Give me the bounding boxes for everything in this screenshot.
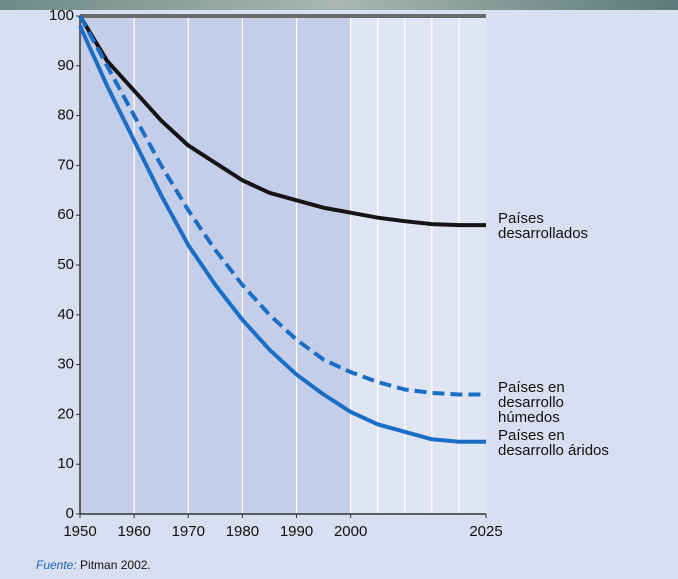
- y-tick-label: 20: [57, 405, 74, 422]
- source: Pitman 2002.: [80, 558, 151, 572]
- page: 0 10 20 30 40 50 60 70 80 90 100 1950 1960 1970 1980 19…: [0, 0, 678, 579]
- y-tick-label: 60: [57, 206, 74, 223]
- series-label: Países en desarrollo húmedos: [498, 380, 610, 425]
- x-tick-label: 1960: [117, 523, 150, 540]
- y-tick-label: 70: [57, 156, 74, 173]
- projection-region: [351, 16, 486, 514]
- x-tick-label: 1980: [226, 523, 259, 540]
- y-tick-label: 50: [57, 256, 74, 273]
- y-tick-label: 10: [57, 455, 74, 472]
- observed-region: [80, 16, 351, 514]
- source-note: Fuente: Pitman 2002.: [36, 558, 151, 572]
- header-image: [0, 0, 678, 10]
- x-tick-label: 2000: [334, 523, 367, 540]
- y-tick-label: 40: [57, 306, 74, 323]
- x-tick-label: 1970: [172, 523, 205, 540]
- y-tick-label: 30: [57, 356, 74, 373]
- x-tick-label: 2025: [469, 523, 502, 540]
- series-label: Países desarrollados: [498, 211, 610, 241]
- y-tick-label: 80: [57, 107, 74, 124]
- y-tick-label: 0: [66, 505, 74, 522]
- x-tick-label: 1950: [63, 523, 96, 540]
- y-tick-label: 90: [57, 57, 74, 74]
- x-tick-label: 1990: [280, 523, 313, 540]
- source-label: Fuente:: [36, 558, 77, 572]
- series-label: Países en desarrollo áridos: [498, 428, 610, 458]
- chart: 0 10 20 30 40 50 60 70 80 90 100 1950 1960 1970 1980 19…: [0, 0, 678, 579]
- y-tick-label: 100: [49, 7, 74, 24]
